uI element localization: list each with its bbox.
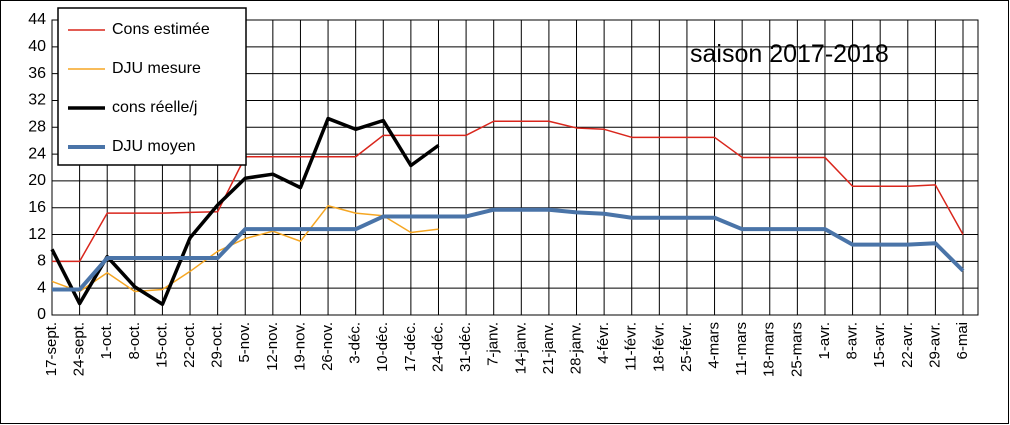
x-tick-label: 12-nov.: [264, 322, 281, 371]
x-tick-label: 4-févr.: [595, 322, 612, 364]
x-tick-label: 25-mars: [788, 322, 805, 377]
legend-label: cons réelle/j: [112, 99, 197, 116]
x-tick-label: 3-déc.: [347, 322, 364, 364]
x-tick-label: 11-mars: [733, 322, 750, 376]
x-tick-label: 7-janv.: [485, 322, 502, 366]
x-tick-label: 8-oct.: [126, 322, 143, 360]
y-tick-label: 32: [28, 92, 46, 109]
x-tick-label: 22-avr.: [899, 322, 916, 368]
x-tick-label: 4-mars: [706, 322, 723, 369]
series-line: [52, 120, 964, 263]
x-tick-label: 31-déc.: [457, 322, 474, 372]
y-tick-label: 40: [28, 38, 46, 55]
x-tick-label: 24-déc.: [429, 322, 446, 372]
y-tick-label: 28: [28, 118, 46, 135]
x-tick-label: 24-sept.: [71, 322, 88, 376]
x-tick-label: 19-nov.: [291, 322, 308, 371]
plot: [50, 116, 965, 307]
x-tick-label: 25-févr.: [678, 322, 695, 372]
annotation: saison 2017-2018: [690, 40, 889, 68]
series-line: [52, 207, 965, 292]
x-tick-label: 6-mai: [954, 322, 971, 360]
x-tick-label: 8-avr.: [844, 322, 861, 360]
x-tick-label: 17-déc.: [402, 322, 419, 372]
x-tick-label: 15-avr.: [871, 322, 888, 368]
x-tick-label: 22-oct.: [181, 322, 198, 368]
x-tick-label: 1-avr.: [816, 322, 833, 360]
x-tick-label: 26-nov.: [319, 322, 336, 371]
y-tick-label: 20: [28, 172, 46, 189]
legend-label: DJU mesure: [112, 60, 201, 77]
x-tick-label: 18-févr.: [650, 322, 667, 372]
x-tick-label: 14-janv.: [512, 322, 529, 374]
x-tick-label: 18-mars: [761, 322, 778, 377]
legend: Cons estimée DJU mesure cons réelle/j DJU m…: [57, 7, 247, 166]
y-tick-label: 0: [37, 306, 46, 323]
y-tick-label: 36: [28, 65, 46, 82]
x-tick-label: 1-oct.: [98, 322, 115, 360]
legend-label: Cons estimée: [112, 21, 210, 38]
x-tick-label: 17-sept.: [43, 322, 60, 376]
legend-label: DJU moyen: [112, 138, 196, 155]
y-tick-label: 4: [37, 279, 46, 296]
legend-box: [57, 7, 247, 166]
series-line: [51, 204, 439, 293]
x-tick-label: 21-janv.: [540, 322, 557, 374]
x-tick-label: 10-déc.: [374, 322, 391, 372]
y-tick-label: 16: [28, 199, 46, 216]
x-tick-label: 11-févr.: [623, 322, 640, 371]
y-tick-label: 24: [28, 145, 46, 162]
x-tick-label: 29-avr.: [926, 322, 943, 368]
x-tick-label: 15-oct.: [153, 322, 170, 368]
y-tick-label: 12: [28, 226, 46, 243]
x-tick-label: 29-oct.: [209, 322, 226, 368]
series-line: [50, 116, 440, 307]
x-tick-label: 28-janv.: [567, 322, 584, 374]
x-tick-label: 5-nov.: [236, 322, 253, 363]
y-tick-label: 8: [37, 253, 46, 270]
y-tick-label: 44: [28, 11, 46, 28]
